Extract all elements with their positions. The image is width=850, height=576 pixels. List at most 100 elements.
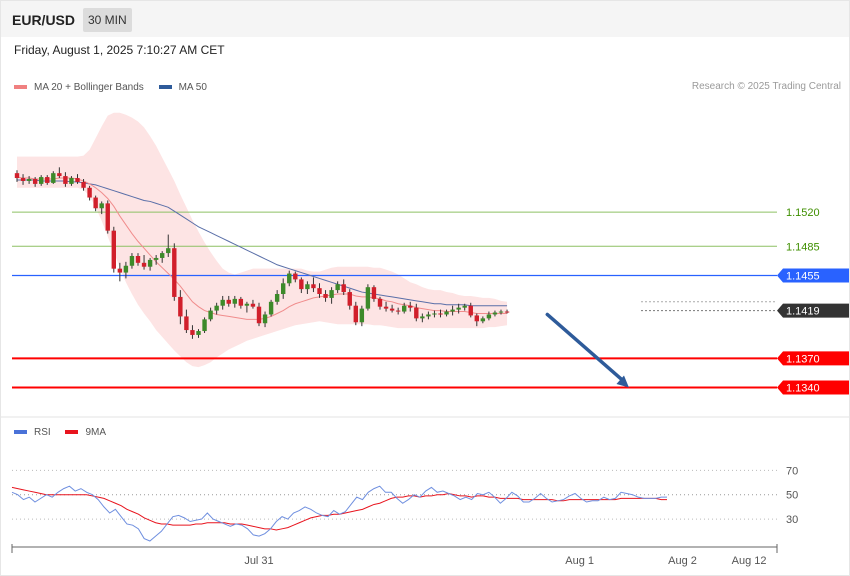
ma50-line: [17, 179, 508, 307]
candle-body: [347, 292, 352, 306]
candle-body: [353, 305, 358, 323]
candle-body: [141, 262, 147, 267]
candle-body: [178, 296, 183, 317]
candle-body: [123, 265, 129, 273]
candles: [14, 167, 510, 339]
legend-rsi-ma-swatch: [65, 430, 79, 434]
candle-body: [147, 259, 153, 267]
symbol-label[interactable]: EUR/USD: [12, 12, 76, 28]
candle-body: [75, 178, 80, 182]
level-value-text: 1.1520: [786, 207, 820, 219]
candle-body: [311, 284, 316, 289]
candle-body: [474, 315, 479, 322]
level-label-1-1419[interactable]: 1.1419: [777, 303, 849, 318]
chart-header: EUR/USD 30 MIN: [1, 1, 849, 37]
candle-body: [160, 253, 165, 258]
candle-body: [444, 311, 449, 315]
level-tag: [777, 351, 849, 366]
legend-rsi-ma: 9MA: [65, 427, 106, 438]
candle-body: [426, 314, 431, 317]
timestamp: Friday, August 1, 2025 7:10:27 AM CET: [14, 43, 225, 57]
level-value-text: 1.1419: [786, 306, 820, 318]
level-label-1-1520[interactable]: 1.1520: [786, 207, 820, 219]
candle-body: [287, 273, 292, 284]
candle-body: [268, 301, 274, 315]
candle-body: [492, 312, 498, 315]
candle-body: [456, 307, 461, 310]
candle-body: [153, 257, 159, 260]
candle-body: [250, 303, 256, 307]
legend-rsi-swatch: [14, 430, 27, 434]
rsi-tick-label: 70: [786, 465, 798, 477]
candle-body: [57, 173, 62, 177]
candle-body: [383, 306, 389, 309]
candle-body: [135, 256, 141, 263]
candle-body: [438, 313, 443, 315]
candle-body: [389, 308, 395, 311]
candle-body: [214, 305, 219, 311]
copyright-credit: Research © 2025 Trading Central: [691, 81, 841, 92]
rsi-tick-label: 50: [786, 490, 798, 502]
level-tag: [777, 268, 849, 283]
candle-body: [371, 287, 377, 299]
level-value-text: 1.1370: [786, 353, 820, 365]
x-tick-label: Aug 2: [668, 555, 697, 567]
level-value-text: 1.1455: [786, 270, 820, 282]
candle-body: [281, 283, 286, 295]
candle-body: [323, 294, 328, 298]
candle-body: [486, 314, 492, 319]
candle-body: [432, 313, 437, 315]
candle-body: [365, 287, 371, 309]
level-label-1-1340[interactable]: 1.1340: [777, 380, 849, 395]
candle-body: [39, 177, 44, 184]
candle-body: [196, 331, 201, 335]
candle-body: [395, 310, 401, 312]
candle-body: [408, 305, 413, 308]
candle-body: [244, 303, 250, 306]
level-tag: [777, 380, 849, 395]
x-tick-label: Aug 1: [565, 555, 594, 567]
price-legend: MA 20 + Bollinger Bands MA 50: [14, 81, 219, 93]
timeframe-button[interactable]: 30 MIN: [83, 8, 132, 32]
rsi-tick-label: 30: [786, 514, 798, 526]
candle-body: [81, 181, 86, 188]
candle-body: [377, 298, 383, 307]
candle-body: [341, 284, 346, 293]
candle-body: [93, 197, 98, 209]
level-label-1-1370[interactable]: 1.1370: [777, 351, 849, 366]
candle-body: [498, 311, 504, 313]
rsi-line: [11, 485, 667, 542]
candle-body: [226, 299, 231, 304]
candle-body: [20, 178, 26, 181]
rsi-ma-line: [11, 486, 667, 531]
candle-body: [117, 268, 123, 273]
candle-body: [63, 176, 68, 184]
candle-body: [468, 305, 473, 316]
rsi-legend: RSI 9MA: [14, 426, 118, 438]
candle-body: [450, 309, 455, 312]
candle-body: [462, 305, 467, 308]
level-value-text: 1.1340: [786, 383, 820, 395]
candle-body: [111, 230, 116, 269]
legend-ma50: MA 50: [158, 81, 207, 93]
level-tag: [777, 303, 849, 318]
candle-body: [129, 256, 135, 266]
candle-body: [184, 316, 189, 331]
legend-rsi: RSI: [14, 427, 51, 438]
candle-body: [172, 248, 177, 297]
level-value-text: 1.1485: [786, 241, 820, 253]
candle-body: [166, 248, 171, 254]
forecast-arrow-shaft: [545, 312, 625, 383]
candle-body: [420, 316, 425, 319]
candle-body: [220, 299, 225, 306]
candle-body: [262, 314, 268, 324]
legend-ma20-bollinger: MA 20 + Bollinger Bands: [14, 82, 144, 93]
candle-body: [26, 179, 32, 181]
level-label-1-1455[interactable]: 1.1455: [777, 268, 849, 283]
legend-ma50-label: MA 50: [178, 81, 207, 93]
candle-body: [105, 203, 110, 231]
candle-body: [480, 318, 486, 322]
level-label-1-1485[interactable]: 1.1485: [786, 241, 820, 253]
